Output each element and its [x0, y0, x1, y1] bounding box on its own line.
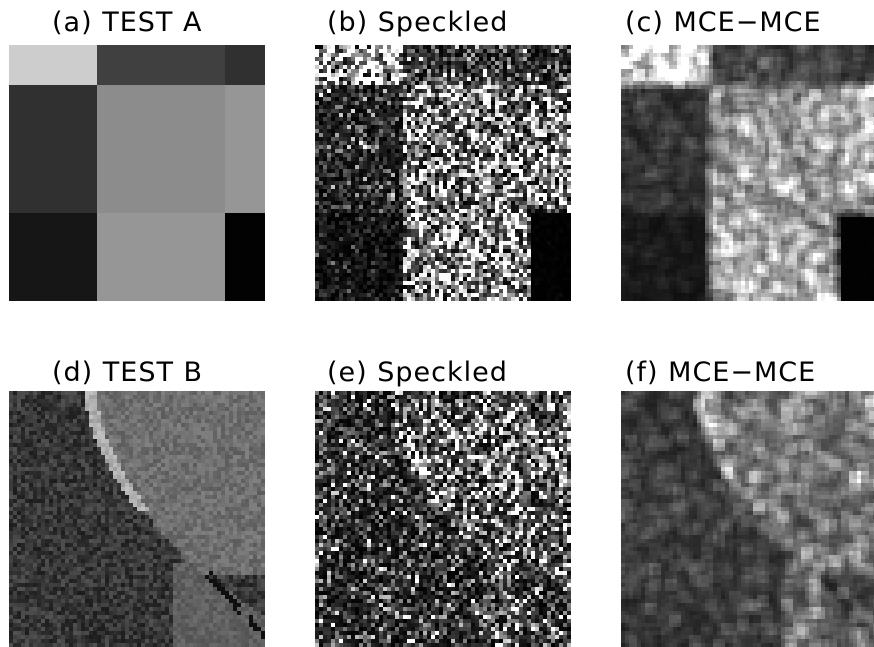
panel-f-title: (f) MCE−MCE	[625, 357, 817, 388]
test-a-mce-mce-image	[621, 45, 874, 301]
panel-d-title: (d) TEST B	[52, 357, 204, 388]
test-a-speckled-image	[315, 45, 571, 301]
test-b-speckled-image	[315, 391, 571, 647]
panel-e-title: (e) Speckled	[327, 357, 508, 388]
panel-b-title: (b) Speckled	[327, 7, 509, 38]
test-b-image	[9, 391, 265, 647]
panel-a-title: (a) TEST A	[52, 7, 203, 38]
test-a-image	[9, 45, 265, 301]
panel-c-title: (c) MCE−MCE	[625, 7, 822, 38]
test-b-mce-mce-image	[621, 391, 874, 647]
